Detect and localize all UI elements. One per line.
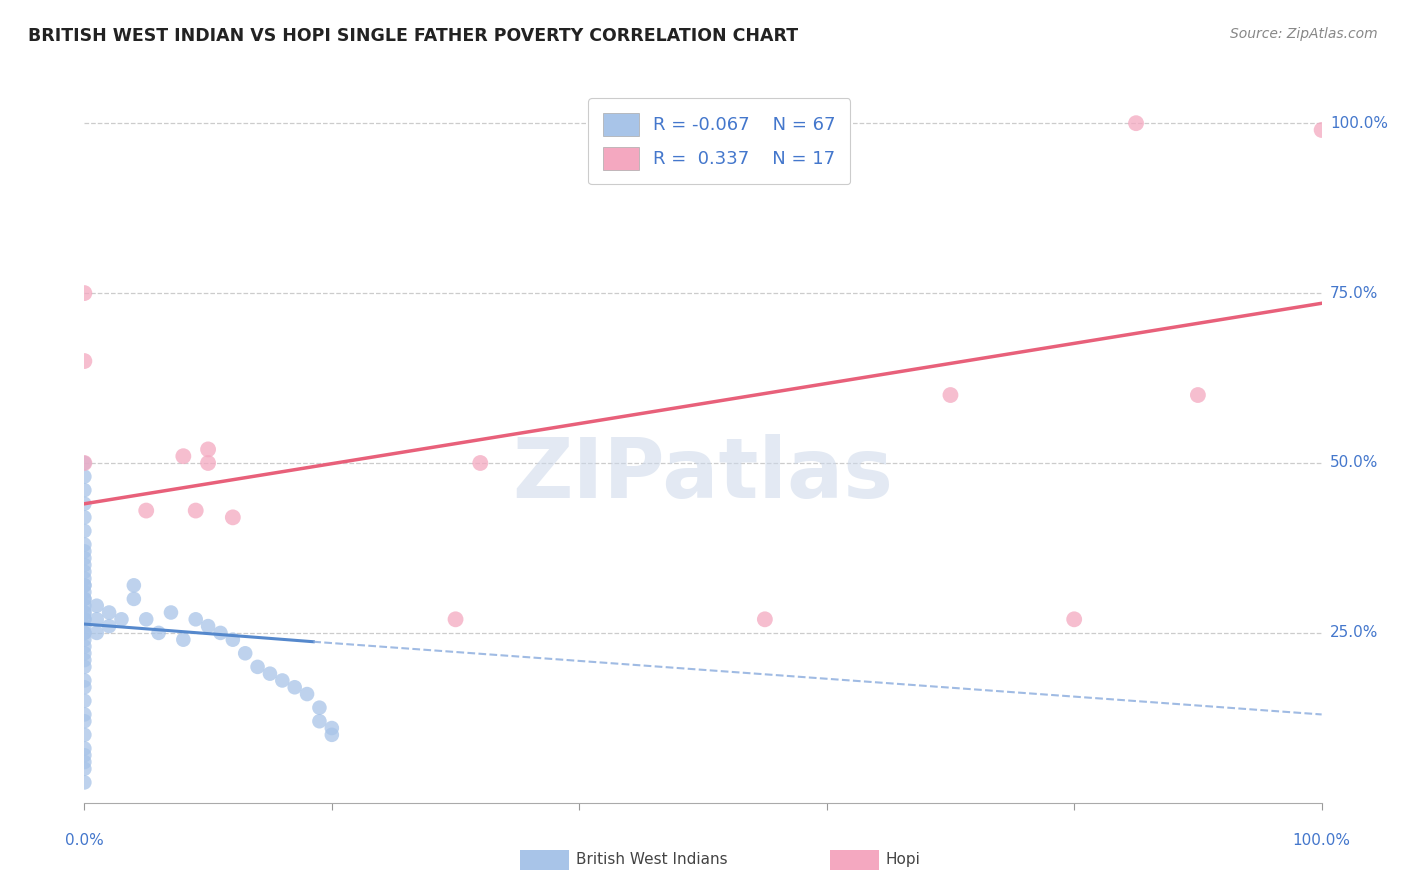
Point [1125,116,1147,130]
Point [73,748,96,763]
Point [233,646,256,660]
Point [148,626,170,640]
Point [73,632,96,647]
Point [246,660,269,674]
Point [222,632,245,647]
Point [122,591,145,606]
Point [209,626,232,640]
Point [98,619,121,633]
Point [1310,123,1333,137]
Point [73,606,96,620]
Point [73,762,96,776]
Point [135,612,157,626]
Point [73,612,96,626]
Point [939,388,962,402]
Point [73,707,96,722]
Point [184,612,207,626]
Point [73,558,96,572]
Point [73,578,96,592]
Point [86,626,108,640]
Point [73,537,96,551]
Point [259,666,281,681]
Point [73,612,96,626]
Point [271,673,294,688]
Point [73,626,96,640]
Point [73,572,96,586]
Point [135,503,157,517]
Point [197,456,219,470]
Text: 50.0%: 50.0% [1330,456,1378,470]
Point [284,680,307,694]
Point [73,565,96,579]
Text: 100.0%: 100.0% [1330,116,1388,131]
Text: Source: ZipAtlas.com: Source: ZipAtlas.com [1230,27,1378,41]
Point [73,728,96,742]
Point [73,606,96,620]
Point [73,591,96,606]
Point [73,591,96,606]
Point [73,510,96,524]
Point [172,632,194,647]
Point [73,578,96,592]
Point [73,640,96,654]
Point [184,503,207,517]
Point [73,626,96,640]
Point [73,286,96,301]
Point [160,606,183,620]
Point [73,599,96,613]
Point [73,660,96,674]
Point [73,456,96,470]
Point [73,585,96,599]
Point [172,449,194,463]
Point [86,599,108,613]
Point [444,612,467,626]
Point [308,714,330,729]
Point [73,544,96,558]
Point [73,619,96,633]
Text: ZIPatlas: ZIPatlas [513,434,893,515]
Point [73,354,96,368]
Text: Hopi: Hopi [886,853,921,867]
Point [73,680,96,694]
Text: BRITISH WEST INDIAN VS HOPI SINGLE FATHER POVERTY CORRELATION CHART: BRITISH WEST INDIAN VS HOPI SINGLE FATHE… [28,27,799,45]
Text: 100.0%: 100.0% [1292,833,1351,848]
Point [73,694,96,708]
Legend: R = -0.067    N = 67, R =  0.337    N = 17: R = -0.067 N = 67, R = 0.337 N = 17 [588,98,851,185]
Text: 75.0%: 75.0% [1330,285,1378,301]
Text: 25.0%: 25.0% [1330,625,1378,640]
Point [73,775,96,789]
Point [73,741,96,756]
Point [73,469,96,483]
Point [86,612,108,626]
Point [73,653,96,667]
Point [73,755,96,769]
Point [754,612,776,626]
Text: 0.0%: 0.0% [65,833,104,848]
Point [73,673,96,688]
Point [98,606,121,620]
Point [308,700,330,714]
Point [197,619,219,633]
Point [110,612,132,626]
Point [73,497,96,511]
Point [73,483,96,498]
Point [295,687,318,701]
Point [122,578,145,592]
Point [1063,612,1085,626]
Text: British West Indians: British West Indians [576,853,728,867]
Point [222,510,245,524]
Point [73,456,96,470]
Point [73,524,96,538]
Point [321,728,343,742]
Point [1187,388,1209,402]
Point [73,551,96,566]
Point [73,714,96,729]
Point [470,456,492,470]
Point [197,442,219,457]
Point [73,646,96,660]
Point [321,721,343,735]
